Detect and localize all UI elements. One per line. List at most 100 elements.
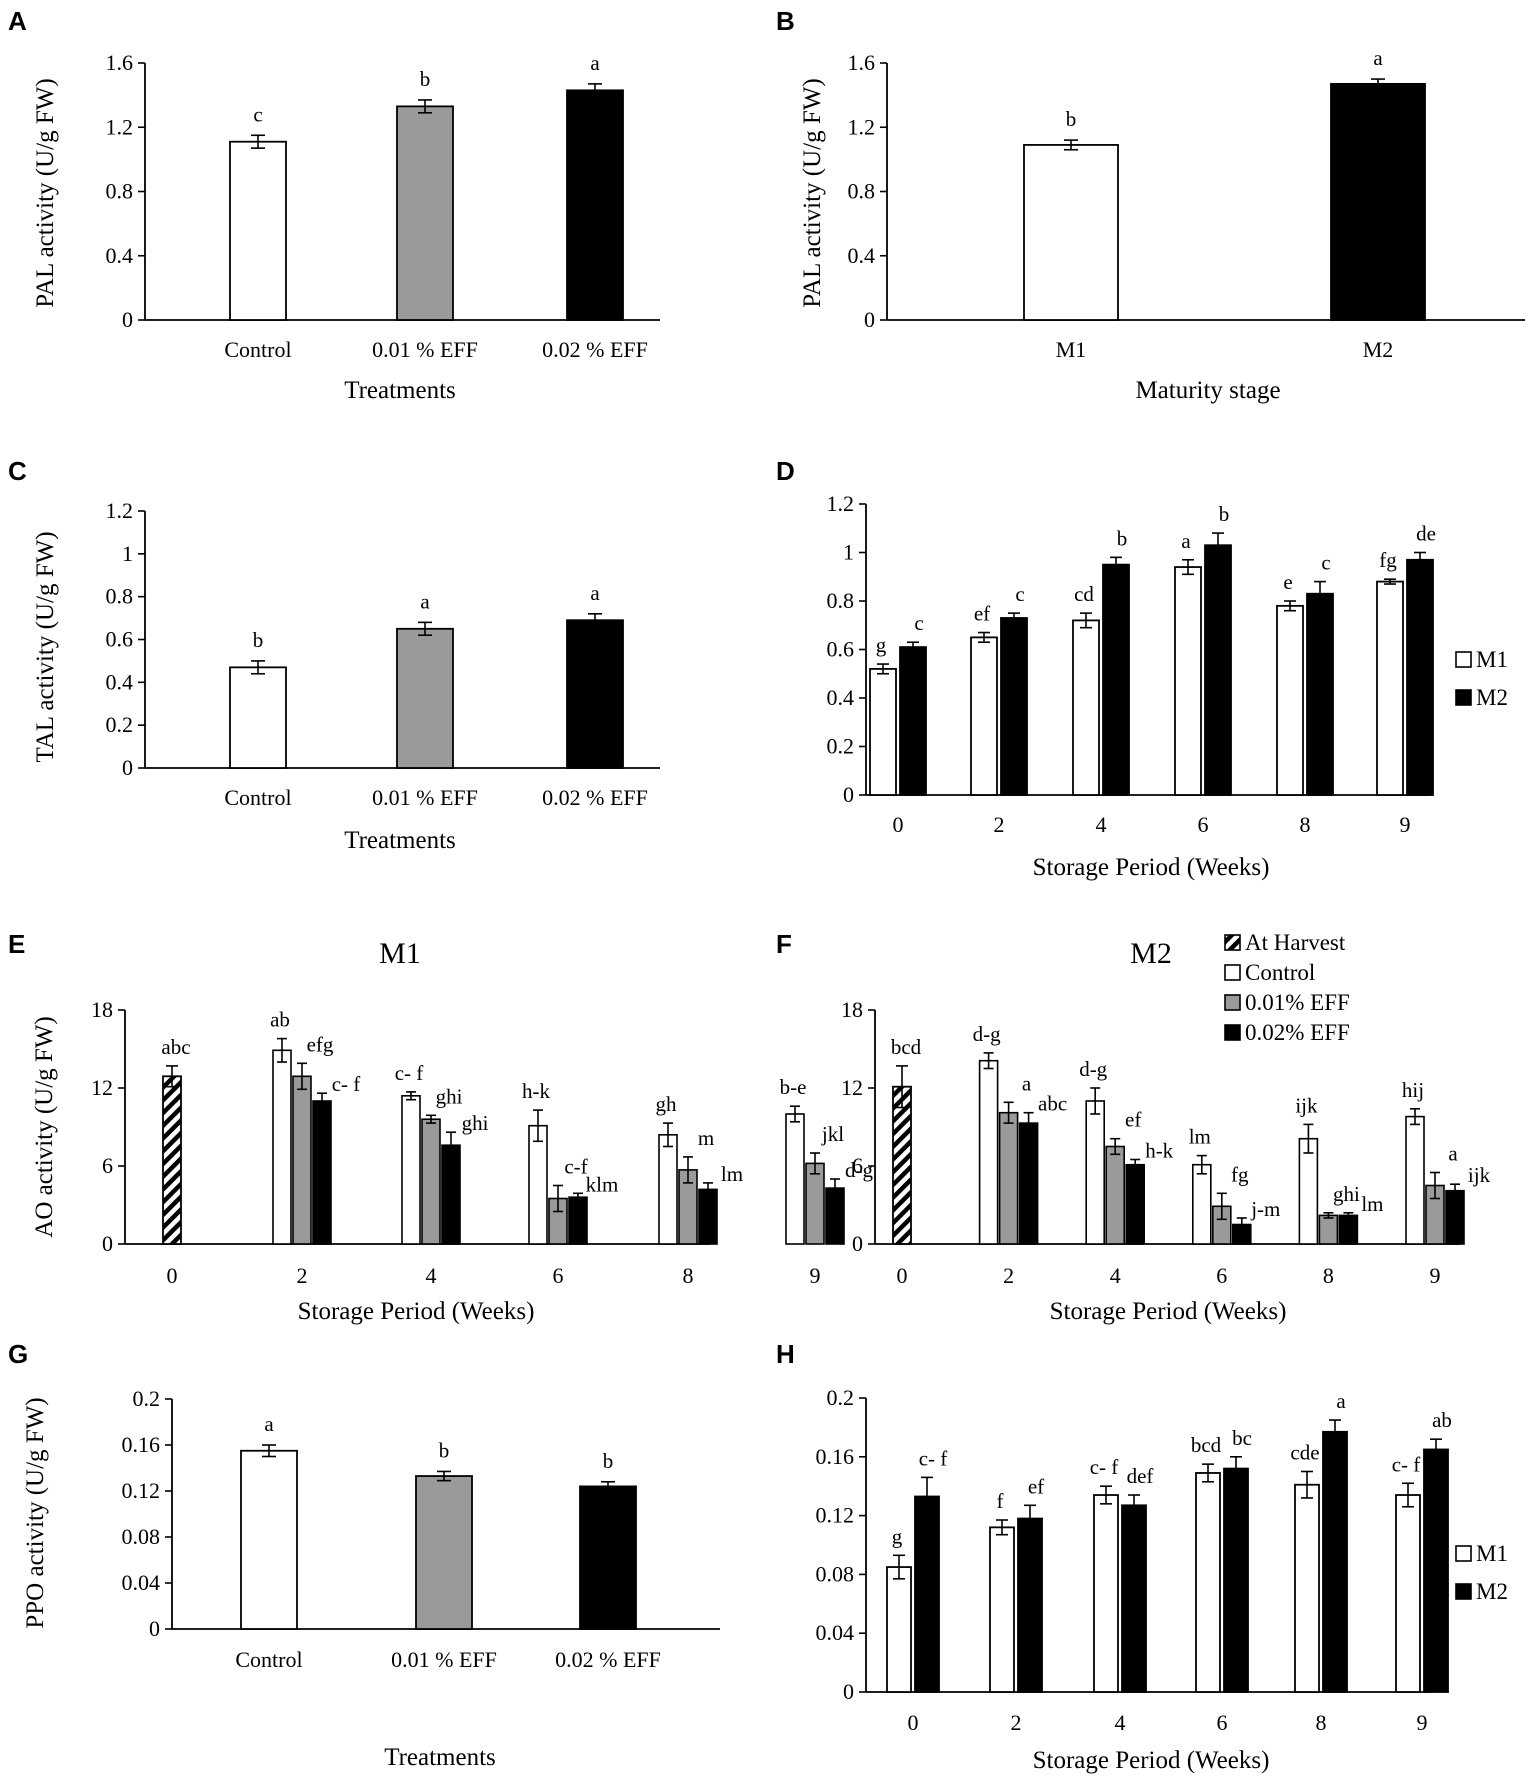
significance-label: a: [1448, 1142, 1458, 1166]
bar-series-2: [312, 1100, 332, 1245]
legend: At Harvest Control 0.01% EFF 0.02% EFF: [1224, 930, 1350, 1045]
y-tick-label: 0.2: [106, 712, 134, 737]
significance-label: de: [1416, 522, 1436, 546]
significance-label: jkl: [821, 1122, 844, 1146]
x-tick-label: 9: [810, 1263, 821, 1288]
panel-c: C 0 0.2 0.4 0.6 0.8 1 1.2 Control 0.01 % EFF 0.02 …: [8, 456, 660, 854]
bar-m2: [899, 646, 927, 796]
significance-label: c: [1015, 582, 1024, 606]
y-axis-title: PAL activity (U/g FW): [799, 78, 826, 307]
y-tick-label: 0.8: [106, 179, 134, 204]
legend-label: 0.02% EFF: [1245, 1020, 1350, 1045]
legend-label: At Harvest: [1245, 930, 1346, 955]
chart-title: M1: [379, 937, 421, 970]
y-tick-label: 0: [843, 782, 854, 807]
panel-letter: D: [776, 456, 795, 486]
x-tick-label: 2: [1003, 1263, 1014, 1288]
x-tick-label: 0.02 % EFF: [542, 337, 648, 362]
bar-series-1: [998, 1111, 1019, 1245]
significance-label: c- f: [1392, 1452, 1421, 1476]
legend-label: M1: [1476, 647, 1508, 672]
bar-series-1: [292, 1075, 312, 1245]
significance-label: d-g: [1079, 1057, 1107, 1081]
significance-label: ab: [270, 1008, 290, 1032]
x-axis-title: Treatments: [384, 1744, 496, 1771]
significance-label: j-m: [1250, 1197, 1280, 1221]
panel-e: E 0 6 12 18 0 2 4 6 8 9 Storage Period (Weeks) AO ac…: [8, 929, 873, 1325]
x-axis-title: Storage Period (Weeks): [1033, 1747, 1270, 1774]
significance-label: bcd: [1191, 1433, 1222, 1457]
y-tick-label: 0.08: [122, 1524, 161, 1549]
bar-series-0: [528, 1124, 548, 1245]
significance-label: cde: [1290, 1441, 1319, 1465]
y-tick-label: 12: [91, 1075, 113, 1100]
x-tick-label: Control: [224, 337, 291, 362]
legend-label: 0.01% EFF: [1245, 990, 1350, 1015]
y-tick-label: 1.6: [848, 50, 876, 75]
significance-label: abc: [161, 1035, 190, 1059]
bar-series-2: [568, 1196, 588, 1245]
bar-m1: [989, 1526, 1015, 1693]
bar-series-2: [698, 1188, 718, 1245]
bar-m1: [1376, 580, 1404, 796]
significance-label: b: [253, 628, 264, 652]
bar-m1: [1276, 604, 1304, 796]
panel-letter: C: [8, 456, 27, 486]
bar-m1: [1174, 566, 1202, 796]
x-axis-title: Storage Period (Weeks): [298, 1298, 535, 1325]
significance-label: ef: [1125, 1108, 1141, 1132]
panel-letter: G: [8, 1339, 28, 1369]
bar-series-0: [1192, 1163, 1212, 1245]
x-tick-label: 9: [1430, 1263, 1441, 1288]
bar-series-0: [1298, 1137, 1319, 1245]
bar: [579, 1485, 637, 1630]
significance-label: a: [1022, 1071, 1032, 1095]
y-tick-label: 0.12: [122, 1478, 161, 1503]
x-tick-label: 0: [908, 1710, 919, 1735]
significance-label: b: [1066, 107, 1077, 131]
bar-m1: [886, 1566, 912, 1693]
significance-label: c: [1321, 551, 1330, 575]
bar-m1: [1093, 1494, 1119, 1693]
bar-m2: [914, 1495, 940, 1693]
legend-swatch: [1224, 1024, 1241, 1041]
significance-label: ef: [1028, 1474, 1044, 1498]
bar-series-2: [1125, 1163, 1145, 1245]
bar: [396, 105, 454, 321]
y-tick-label: 12: [841, 1075, 863, 1100]
bar-m1: [869, 668, 897, 796]
y-axis-title: PPO activity (U/g FW): [22, 1397, 49, 1628]
panel-a: A 0 0.4 0.8 1.2 1.6 Control 0.01 % EFF 0.02 % EF…: [8, 6, 660, 404]
significance-label: klm: [586, 1172, 619, 1196]
panel-f: F 0 6 12 18 0 2 4 6 8 9 Storage Period (Weeks) M2 bcd…: [776, 929, 1491, 1325]
bar-series-2: [1018, 1122, 1039, 1245]
x-axis-title: Storage Period (Weeks): [1033, 854, 1270, 881]
significance-label: a: [1336, 1389, 1346, 1413]
significance-label: g: [876, 633, 887, 657]
y-axis-title: AO activity (U/g FW): [31, 1016, 58, 1237]
bar-series-0: [401, 1095, 421, 1245]
legend-swatch: [1224, 934, 1241, 951]
x-tick-label: 8: [683, 1263, 694, 1288]
x-axis-title: Treatments: [344, 377, 456, 404]
y-tick-label: 0.6: [827, 637, 855, 662]
bar-at-harvest: [162, 1075, 182, 1245]
x-tick-label: 2: [994, 812, 1005, 837]
x-axis-title: Treatments: [344, 827, 456, 854]
x-tick-label: 8: [1300, 812, 1311, 837]
x-tick-label: 0: [893, 812, 904, 837]
y-tick-label: 0.2: [827, 734, 855, 759]
significance-label: d-g: [973, 1022, 1001, 1046]
significance-label: cd: [1074, 582, 1094, 606]
significance-label: e: [1283, 570, 1292, 594]
x-tick-label: M2: [1363, 337, 1394, 362]
y-tick-label: 0.8: [848, 179, 876, 204]
bar: [415, 1475, 473, 1630]
bar: [240, 1449, 298, 1630]
y-tick-label: 0.16: [816, 1444, 855, 1469]
significance-label: def: [1127, 1464, 1154, 1488]
y-tick-label: 0.4: [848, 243, 876, 268]
y-tick-label: 0: [102, 1231, 113, 1256]
bar-m2: [1406, 558, 1434, 796]
